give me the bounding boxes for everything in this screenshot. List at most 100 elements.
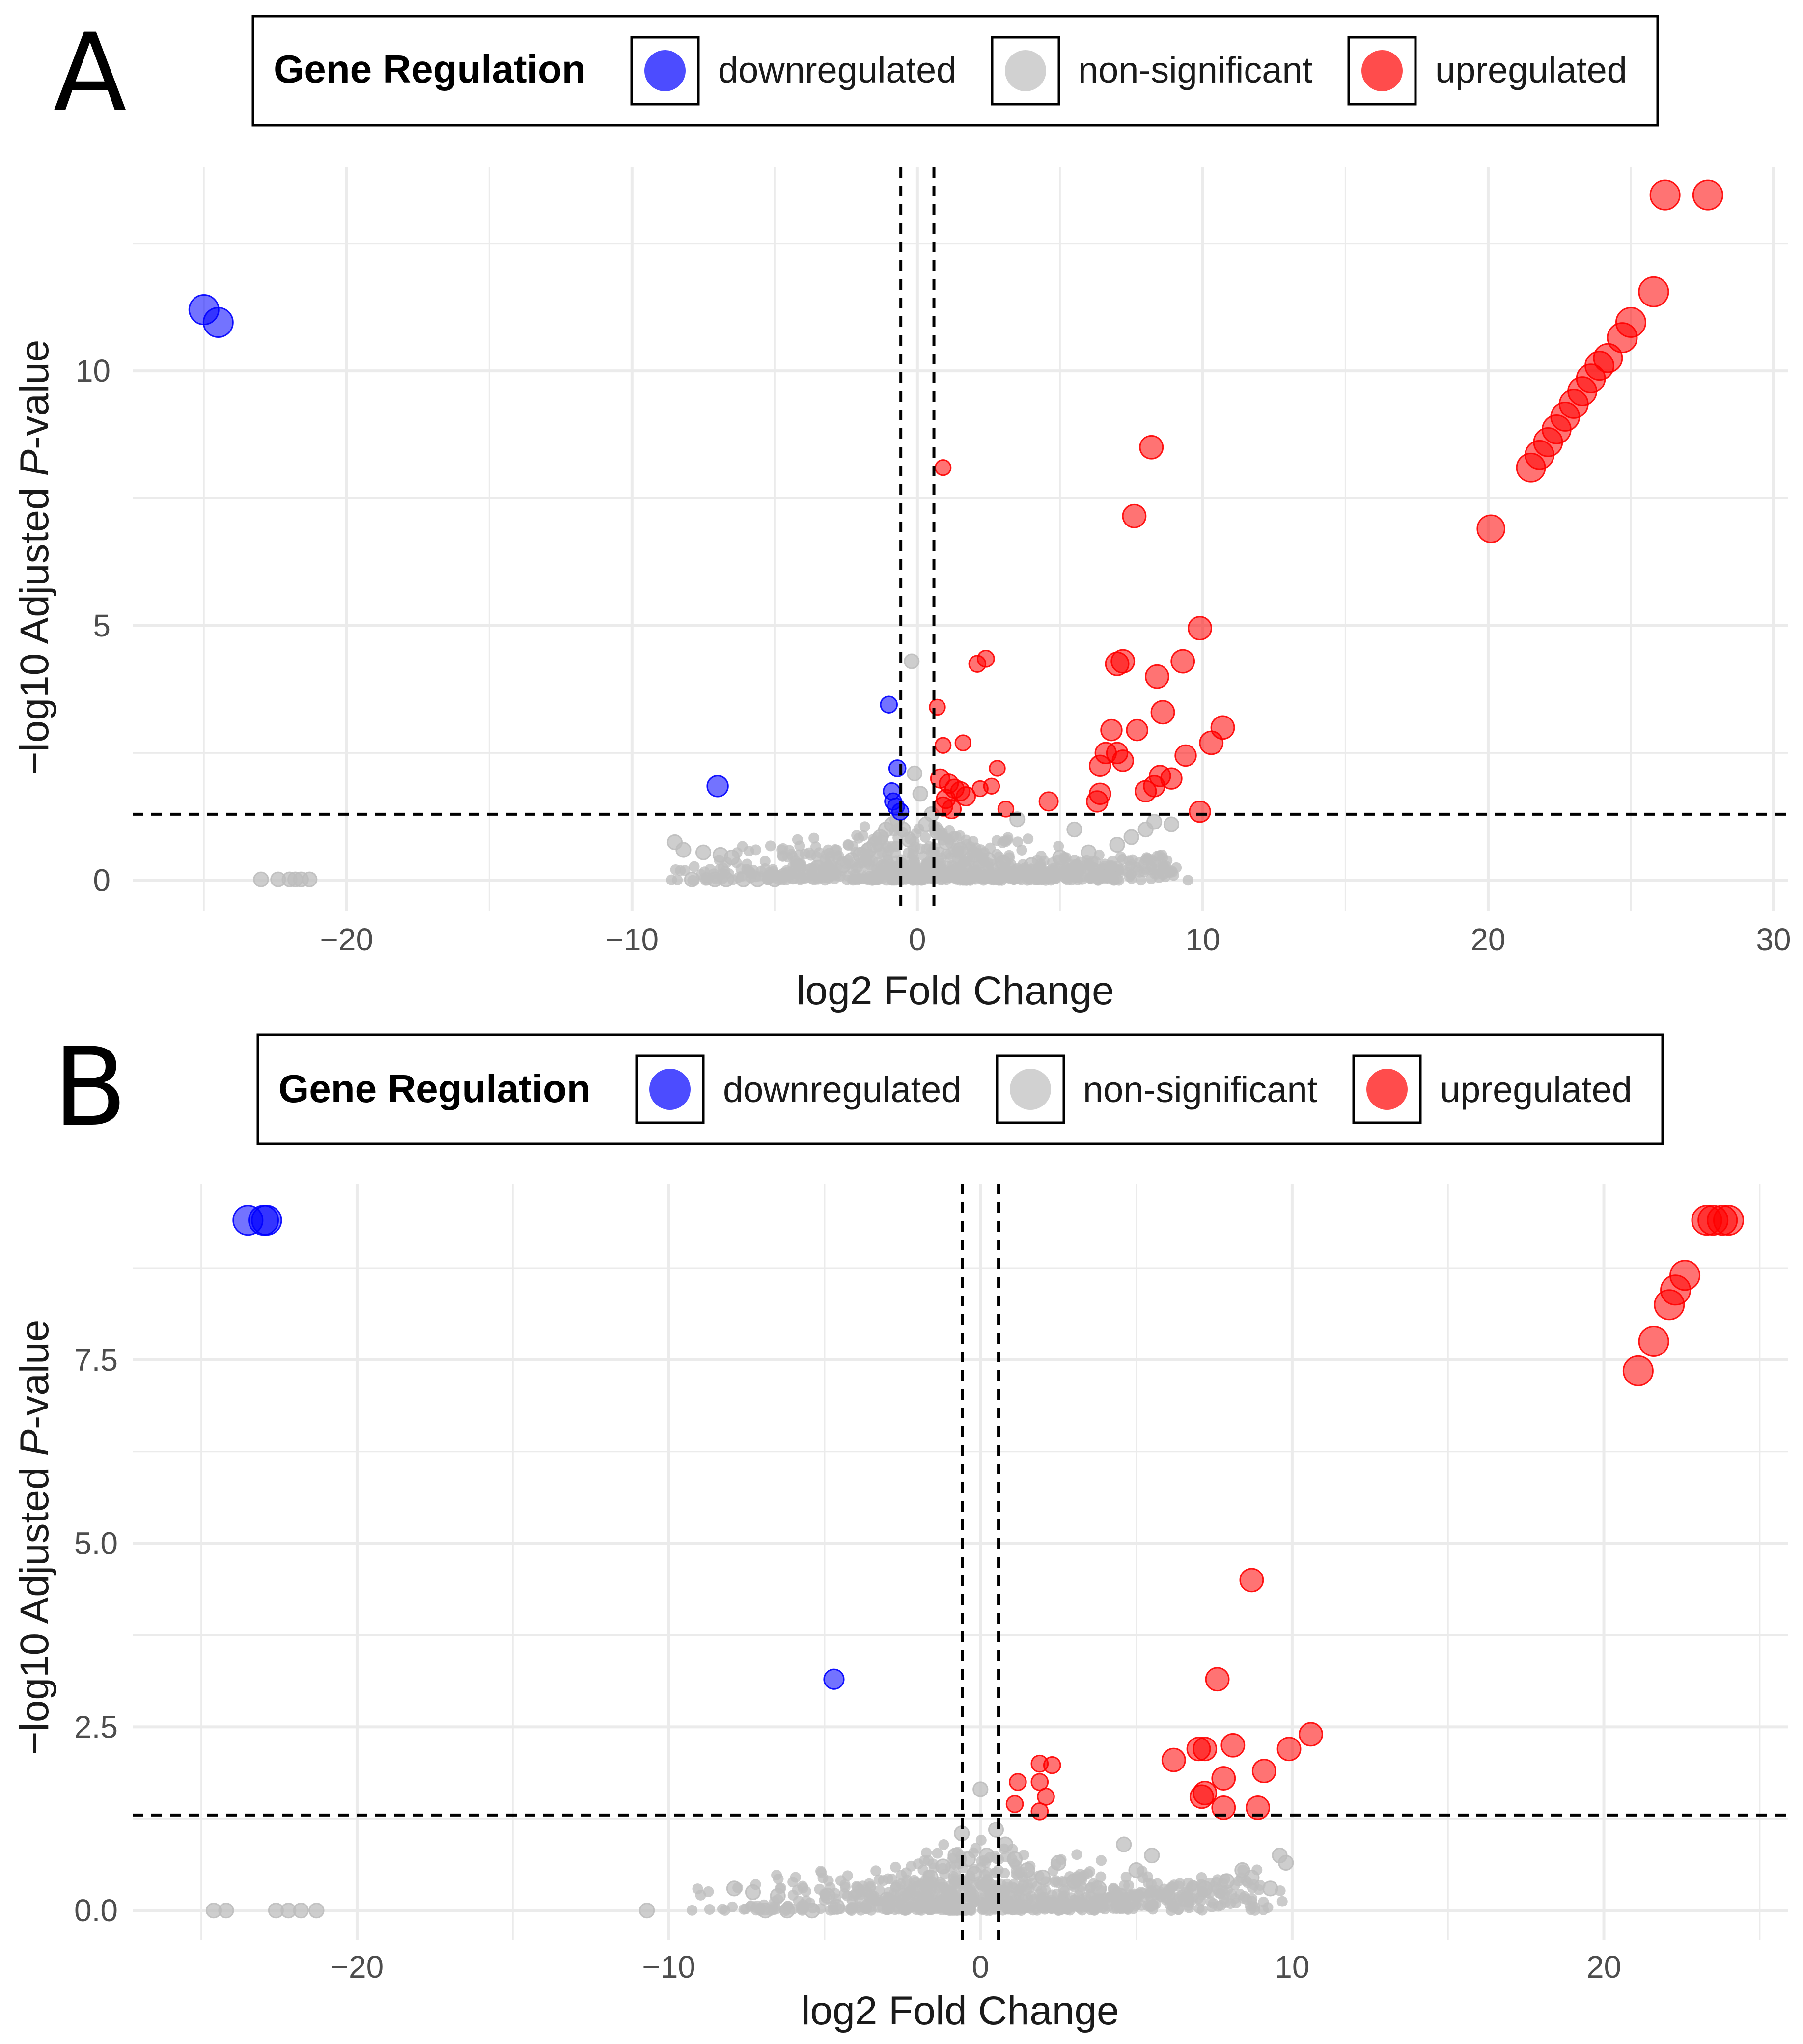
point-nonsignificant bbox=[1059, 872, 1070, 883]
point-nonsignificant bbox=[865, 1894, 877, 1906]
legend-key-upregulated bbox=[1366, 1069, 1408, 1110]
point-upregulated bbox=[1170, 649, 1195, 674]
legend-key-downregulated bbox=[649, 1069, 691, 1110]
x-tick-label: −20 bbox=[320, 922, 373, 957]
y-axis-title-prefix: −log10 Adjusted bbox=[12, 476, 57, 775]
point-nonsignificant bbox=[1237, 1864, 1248, 1876]
point-nonsignificant bbox=[1012, 836, 1024, 848]
point-upregulated bbox=[934, 459, 952, 476]
point-nonsignificant bbox=[938, 830, 949, 842]
point-upregulated bbox=[1692, 179, 1723, 211]
point-nonsignificant bbox=[831, 849, 842, 860]
point-nonsignificant bbox=[1016, 844, 1027, 856]
y-tick-label: 2.5 bbox=[74, 1709, 118, 1744]
point-nonsignificant bbox=[672, 874, 683, 885]
point-nonsignificant bbox=[815, 1866, 827, 1877]
legend-label-nonsignificant: non-significant bbox=[1083, 1069, 1318, 1110]
point-nonsignificant bbox=[928, 1877, 940, 1888]
point-nonsignificant bbox=[1129, 1888, 1140, 1900]
y-tick-label: 0 bbox=[93, 863, 111, 898]
point-nonsignificant bbox=[1109, 837, 1125, 853]
point-upregulated bbox=[1174, 744, 1197, 767]
point-nonsignificant bbox=[1003, 1903, 1014, 1914]
point-nonsignificant bbox=[714, 863, 725, 875]
point-nonsignificant bbox=[988, 1822, 1004, 1838]
x-tick-label: −10 bbox=[642, 1949, 695, 1985]
point-nonsignificant bbox=[839, 1881, 851, 1893]
point-nonsignificant bbox=[775, 1882, 786, 1894]
point-nonsignificant bbox=[905, 868, 916, 879]
point-upregulated bbox=[929, 698, 946, 716]
point-nonsignificant bbox=[1025, 1860, 1036, 1872]
point-nonsignificant bbox=[731, 857, 742, 868]
point-nonsignificant bbox=[1163, 816, 1180, 832]
point-nonsignificant bbox=[790, 859, 801, 870]
legend-label-downregulated: downregulated bbox=[723, 1069, 961, 1110]
point-nonsignificant bbox=[951, 1905, 963, 1916]
point-nonsignificant bbox=[1071, 1849, 1082, 1860]
point-upregulated bbox=[1476, 514, 1506, 544]
legend-title: Gene Regulation bbox=[278, 1067, 591, 1110]
point-nonsignificant bbox=[1247, 1882, 1258, 1893]
point-nonsignificant bbox=[913, 1858, 924, 1870]
point-nonsignificant bbox=[777, 851, 788, 862]
legend-key-downregulated bbox=[644, 50, 686, 91]
point-upregulated bbox=[1086, 790, 1109, 813]
point-nonsignificant bbox=[692, 1883, 703, 1895]
legend-key-nonsignificant bbox=[1005, 50, 1046, 91]
point-downregulated bbox=[880, 695, 898, 714]
y-tick-label: 0.0 bbox=[74, 1893, 118, 1928]
point-nonsignificant bbox=[819, 1888, 831, 1900]
x-tick-label: 10 bbox=[1185, 922, 1220, 957]
point-nonsignificant bbox=[1093, 1898, 1104, 1909]
point-nonsignificant bbox=[1131, 1899, 1142, 1910]
point-nonsignificant bbox=[972, 1781, 989, 1797]
point-upregulated bbox=[1193, 1781, 1218, 1805]
point-nonsignificant bbox=[1156, 1887, 1167, 1898]
point-nonsignificant bbox=[953, 848, 964, 859]
point-nonsignificant bbox=[870, 1865, 882, 1877]
x-axis-title-a: log2 Fold Change bbox=[796, 968, 1114, 1013]
legend-title: Gene Regulation bbox=[274, 47, 586, 91]
point-upregulated bbox=[1638, 1326, 1669, 1357]
point-nonsignificant bbox=[878, 831, 889, 842]
point-nonsignificant bbox=[1075, 1869, 1086, 1880]
point-nonsignificant bbox=[1085, 865, 1096, 876]
point-nonsignificant bbox=[1031, 867, 1042, 879]
point-nonsignificant bbox=[867, 856, 878, 867]
point-nonsignificant bbox=[701, 875, 713, 886]
point-upregulated bbox=[1139, 435, 1164, 460]
point-nonsignificant bbox=[973, 1876, 985, 1887]
point-nonsignificant bbox=[1168, 870, 1179, 881]
point-nonsignificant bbox=[845, 1904, 857, 1915]
point-nonsignificant bbox=[965, 1873, 976, 1884]
point-nonsignificant bbox=[293, 1903, 309, 1919]
point-upregulated bbox=[1161, 1747, 1186, 1772]
point-nonsignificant bbox=[731, 847, 743, 858]
point-nonsignificant bbox=[1233, 1876, 1244, 1887]
y-axis-title-a: −log10 Adjusted P-value bbox=[12, 340, 57, 775]
point-nonsignificant bbox=[968, 1863, 979, 1875]
point-nonsignificant bbox=[1205, 1896, 1217, 1907]
point-nonsignificant bbox=[704, 1904, 715, 1915]
y-tick-label: 5.0 bbox=[74, 1526, 118, 1561]
point-nonsignificant bbox=[1040, 1876, 1052, 1887]
point-upregulated bbox=[1145, 664, 1169, 689]
point-nonsignificant bbox=[831, 1902, 842, 1913]
y-axis-title-italic: P bbox=[12, 1429, 57, 1456]
point-upregulated bbox=[1188, 616, 1212, 640]
point-nonsignificant bbox=[1008, 1878, 1020, 1890]
point-nonsignificant bbox=[1136, 875, 1147, 886]
point-nonsignificant bbox=[1195, 1895, 1206, 1906]
panel-b: B Gene Regulation downregulated non-sign… bbox=[12, 1024, 1788, 2033]
point-upregulated bbox=[1299, 1722, 1323, 1747]
point-nonsignificant bbox=[821, 872, 832, 883]
point-nonsignificant bbox=[750, 844, 761, 856]
point-nonsignificant bbox=[1000, 868, 1012, 879]
point-downregulated bbox=[202, 306, 234, 338]
x-tick-label: 20 bbox=[1470, 922, 1505, 957]
point-nonsignificant bbox=[898, 1890, 910, 1902]
point-nonsignificant bbox=[999, 1884, 1010, 1896]
point-nonsignificant bbox=[771, 1869, 782, 1880]
point-upregulated bbox=[1622, 1355, 1654, 1386]
